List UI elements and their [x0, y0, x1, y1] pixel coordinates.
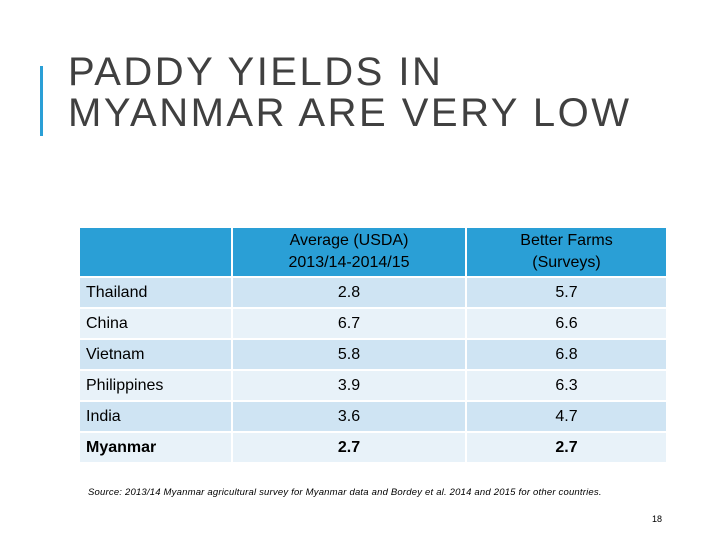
page-number: 18 [651, 514, 662, 524]
table-row-myanmar: Myanmar 2.7 2.7 [80, 433, 666, 464]
average-yield-cell: 5.8 [233, 340, 467, 371]
header-average-line-2: 2013/14-2014/15 [288, 254, 410, 271]
header-cell-better-farms: Better Farms (Surveys) [467, 228, 666, 278]
title-line-1: PADDY YIELDS IN [68, 50, 444, 94]
table-row: Philippines 3.9 6.3 [80, 371, 666, 402]
title-accent-bar [40, 66, 43, 136]
country-cell: Myanmar [80, 433, 233, 464]
average-yield-cell: 3.6 [233, 402, 467, 433]
header-cell-country [80, 228, 233, 278]
country-cell: Thailand [80, 278, 233, 309]
better-yield-cell: 5.7 [467, 278, 666, 309]
average-yield-cell: 3.9 [233, 371, 467, 402]
table-header-row: Average (USDA) 2013/14-2014/15 Better Fa… [80, 228, 666, 278]
average-yield-cell: 6.7 [233, 309, 467, 340]
country-cell: India [80, 402, 233, 433]
better-yield-cell: 6.3 [467, 371, 666, 402]
header-better-line-1: Better Farms [520, 232, 613, 249]
header-cell-average: Average (USDA) 2013/14-2014/15 [233, 228, 467, 278]
table-row: India 3.6 4.7 [80, 402, 666, 433]
table-row: Vietnam 5.8 6.8 [80, 340, 666, 371]
country-cell: China [80, 309, 233, 340]
table-row: Thailand 2.8 5.7 [80, 278, 666, 309]
table-row: China 6.7 6.6 [80, 309, 666, 340]
header-average-line-1: Average (USDA) [289, 232, 409, 249]
country-cell: Philippines [80, 371, 233, 402]
better-yield-cell: 6.6 [467, 309, 666, 340]
title-line-2: MYANMAR ARE VERY LOW [68, 91, 632, 135]
average-yield-cell: 2.8 [233, 278, 467, 309]
source-note: Source: 2013/14 Myanmar agricultural sur… [88, 487, 602, 498]
better-yield-cell: 4.7 [467, 402, 666, 433]
slide-title: PADDY YIELDS IN MYANMAR ARE VERY LOW [68, 52, 631, 134]
yields-table: Average (USDA) 2013/14-2014/15 Better Fa… [80, 228, 666, 464]
better-yield-cell: 2.7 [467, 433, 666, 464]
better-yield-cell: 6.8 [467, 340, 666, 371]
header-better-line-2: (Surveys) [532, 254, 601, 271]
country-cell: Vietnam [80, 340, 233, 371]
average-yield-cell: 2.7 [233, 433, 467, 464]
